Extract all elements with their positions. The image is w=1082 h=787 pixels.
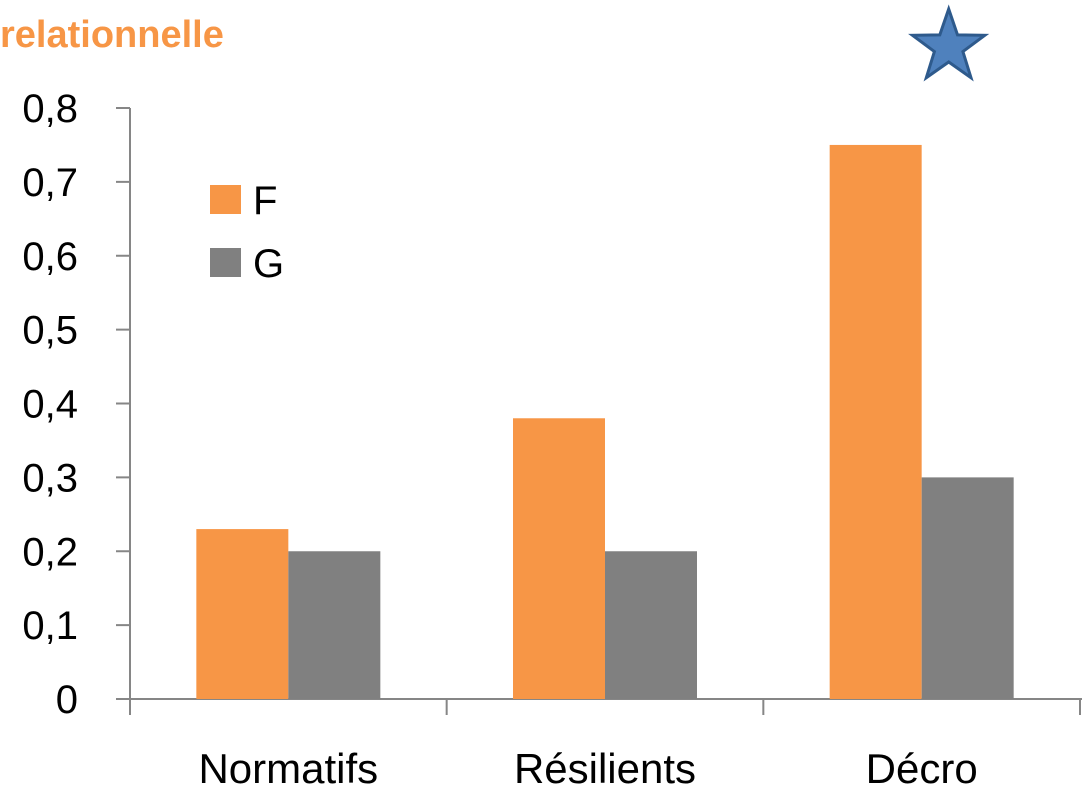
y-tick-label: 0,1 xyxy=(22,604,78,648)
legend-swatch xyxy=(210,248,241,277)
y-tick-label: 0,8 xyxy=(22,87,78,131)
legend-label: F xyxy=(253,179,277,223)
y-tick-label: 0,2 xyxy=(22,530,78,574)
x-tick-label: Décro xyxy=(866,745,978,787)
bar-g xyxy=(921,477,1014,699)
star-icon xyxy=(908,4,990,82)
legend-swatch xyxy=(210,185,241,214)
bars xyxy=(196,144,1014,699)
annotations xyxy=(908,4,990,82)
y-tick-label: 0,7 xyxy=(22,161,78,205)
y-axis: 0 0,1 0,2 0,3 0,4 0,5 0,6 0,7 0,8 xyxy=(22,87,131,722)
bar-f xyxy=(513,418,605,699)
y-tick-label: 0,6 xyxy=(22,235,78,279)
legend: FG xyxy=(210,179,284,286)
y-tick-label: 0,5 xyxy=(22,309,78,353)
y-tick-label: 0,4 xyxy=(22,383,78,427)
bar-f xyxy=(196,529,289,699)
y-tick-label: 0,3 xyxy=(22,456,78,500)
bar-f xyxy=(829,144,922,699)
legend-label: G xyxy=(253,242,284,286)
x-tick-label: Résilients xyxy=(514,745,696,787)
bar-g xyxy=(605,551,697,699)
y-tick-label: 0 xyxy=(56,678,78,722)
x-axis: Normatifs Résilients Décro xyxy=(129,698,1082,787)
chart-title: relationnelle xyxy=(0,14,224,56)
x-tick-label: Normatifs xyxy=(198,745,378,787)
bar-g xyxy=(288,551,381,699)
